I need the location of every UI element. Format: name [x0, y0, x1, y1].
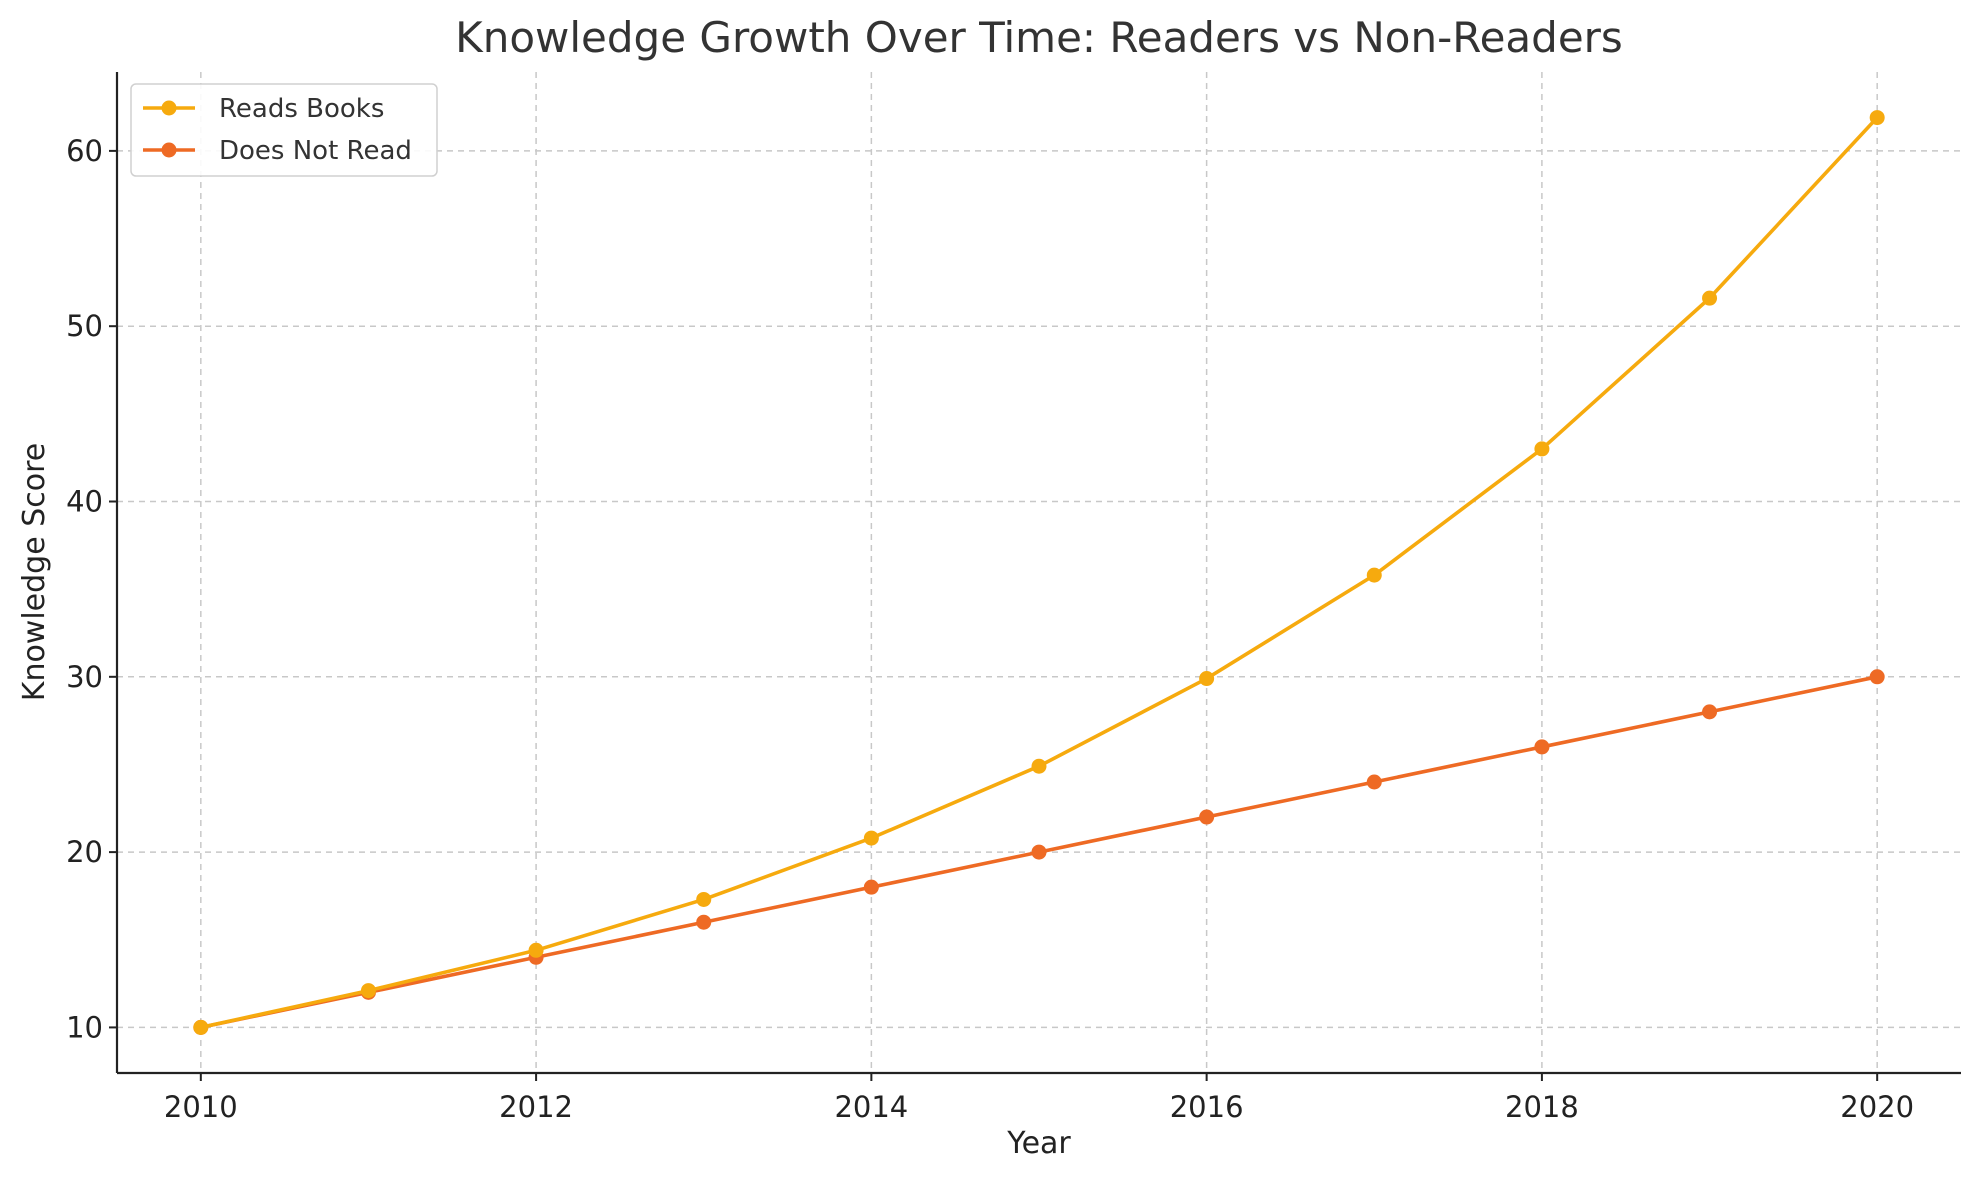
data-point [1366, 774, 1382, 790]
data-point [1534, 441, 1550, 457]
data-point [1534, 739, 1550, 755]
x-tick-label: 2012 [499, 1090, 573, 1124]
data-point [863, 830, 879, 846]
data-point [1031, 758, 1047, 774]
y-tick-label: 60 [66, 134, 103, 168]
legend-label: Reads Books [219, 94, 384, 124]
data-point [1366, 567, 1382, 583]
data-point [1869, 669, 1885, 685]
series-line [199, 115, 1879, 1030]
data-point [696, 914, 712, 930]
series-lines [193, 110, 1885, 1035]
data-point [1031, 844, 1047, 860]
y-tick-label: 20 [66, 835, 103, 869]
ticks: 2010 2012 2014 2016 2018 2020 10 20 30 40 50 60 [66, 134, 1914, 1124]
data-point [1199, 809, 1215, 825]
data-point [696, 891, 712, 907]
data-point [360, 983, 376, 999]
x-tick-label: 2020 [1840, 1090, 1914, 1124]
legend-box [130, 83, 438, 177]
x-tick-label: 2010 [164, 1090, 238, 1124]
y-tick-label: 50 [66, 309, 103, 343]
series-reads-books [193, 110, 1885, 1035]
x-tick-label: 2014 [834, 1090, 908, 1124]
chart-title: Knowledge Growth Over Time: Readers vs N… [455, 13, 1623, 62]
legend-label: Does Not Read [219, 136, 412, 166]
x-tick-label: 2018 [1505, 1090, 1579, 1124]
data-point [1702, 290, 1718, 306]
y-tick-label: 10 [66, 1010, 103, 1044]
y-axis-label: Knowledge Score [17, 443, 52, 701]
grid [117, 72, 1961, 1073]
data-point [863, 879, 879, 895]
y-tick-label: 40 [66, 485, 103, 519]
data-point [1869, 110, 1885, 126]
y-tick-label: 30 [66, 660, 103, 694]
data-point [528, 942, 544, 958]
axes [115, 72, 1961, 1075]
data-point [1702, 704, 1718, 720]
data-point [1199, 671, 1215, 687]
legend-swatch-marker [161, 142, 177, 158]
x-tick-label: 2016 [1170, 1090, 1244, 1124]
data-point [193, 1019, 209, 1035]
x-axis-label: Year [1006, 1126, 1071, 1161]
legend: Reads Books Does Not Read [130, 83, 438, 177]
legend-swatch-marker [161, 100, 177, 116]
